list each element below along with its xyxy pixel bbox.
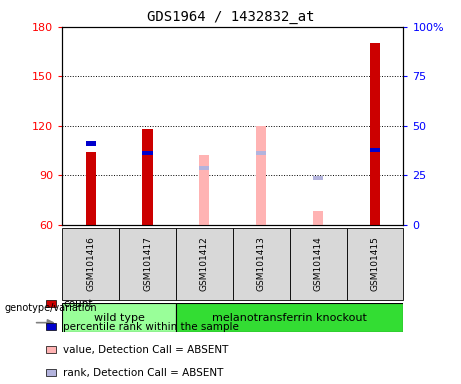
Text: value, Detection Call = ABSENT: value, Detection Call = ABSENT <box>63 345 229 355</box>
Bar <box>86 141 96 146</box>
Bar <box>313 176 323 180</box>
Bar <box>370 148 380 152</box>
Text: genotype/variation: genotype/variation <box>5 303 97 313</box>
Bar <box>199 166 209 170</box>
Text: wild type: wild type <box>94 313 145 323</box>
Text: GSM101417: GSM101417 <box>143 237 152 291</box>
Bar <box>370 43 380 225</box>
Text: GDS1964 / 1432832_at: GDS1964 / 1432832_at <box>147 10 314 23</box>
Bar <box>142 151 153 156</box>
Bar <box>233 228 290 300</box>
Bar <box>256 151 266 156</box>
Text: GSM101415: GSM101415 <box>371 237 379 291</box>
Bar <box>290 228 347 300</box>
Bar <box>142 129 153 225</box>
Text: count: count <box>63 299 93 309</box>
Bar <box>256 126 266 225</box>
Text: GSM101412: GSM101412 <box>200 237 209 291</box>
Bar <box>313 212 323 225</box>
Text: rank, Detection Call = ABSENT: rank, Detection Call = ABSENT <box>63 368 224 378</box>
Text: GSM101413: GSM101413 <box>257 237 266 291</box>
Text: GSM101416: GSM101416 <box>86 237 95 291</box>
Text: percentile rank within the sample: percentile rank within the sample <box>63 322 239 332</box>
Text: GSM101414: GSM101414 <box>313 237 323 291</box>
Bar <box>86 152 96 225</box>
Bar <box>176 228 233 300</box>
Bar <box>176 303 403 332</box>
Bar <box>62 228 119 300</box>
Bar <box>119 228 176 300</box>
Text: melanotransferrin knockout: melanotransferrin knockout <box>212 313 367 323</box>
Bar <box>347 228 403 300</box>
Bar <box>199 156 209 225</box>
Bar <box>62 303 176 332</box>
